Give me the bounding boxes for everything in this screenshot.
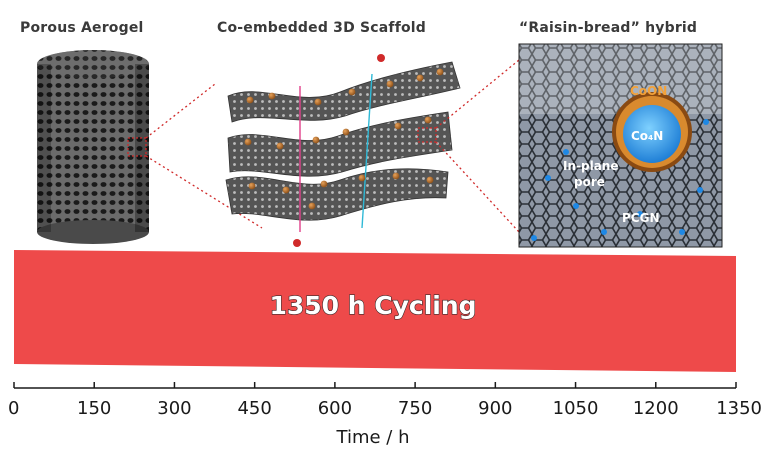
x-tick-label-7: 1050 [553, 398, 599, 419]
label-pore-1: In-plane [563, 159, 618, 173]
panel-title-scaffold: Co-embedded 3D Scaffold [217, 20, 427, 36]
zoom-box-scaffold [417, 127, 437, 143]
hybrid-frame [518, 43, 723, 248]
x-tick-label-0: 0 [8, 398, 19, 419]
x-axis-label: Time / h [336, 427, 410, 448]
x-tick-label-6: 900 [478, 398, 512, 419]
x-tick-label-9: 1350 [716, 398, 762, 419]
label-pore-2: pore [574, 175, 605, 189]
x-tick-label-5: 750 [398, 398, 432, 419]
plot-area [14, 250, 736, 372]
x-tick-label-2: 300 [157, 398, 191, 419]
label-shell: CoON [630, 84, 667, 98]
label-core: Co₄N [631, 129, 663, 143]
x-tick-label-4: 600 [318, 398, 352, 419]
aerogel-cylinder [37, 50, 149, 244]
panel-title-hybrid: “Raisin-bread” hybrid [519, 20, 698, 36]
zoom-line-2b [435, 141, 520, 233]
co-nanoparticles [244, 68, 444, 210]
zoom-line-1a [145, 83, 216, 139]
cycling-band-0 [14, 250, 736, 372]
cycling-annotation: 1350 h Cycling [269, 291, 476, 320]
scaffold-sheets [225, 54, 461, 247]
panel-title-aerogel: Porous Aerogel [20, 20, 144, 36]
x-tick-label-1: 150 [77, 398, 111, 419]
x-axis: 0 150 300 450 600 750 900 1050 1200 1350 [8, 382, 762, 419]
zoom-box-aerogel [127, 137, 147, 157]
hybrid-image [519, 44, 722, 247]
x-tick-label-3: 450 [237, 398, 271, 419]
label-sheet: PCGN [622, 211, 660, 225]
x-tick-label-8: 1200 [633, 398, 679, 419]
